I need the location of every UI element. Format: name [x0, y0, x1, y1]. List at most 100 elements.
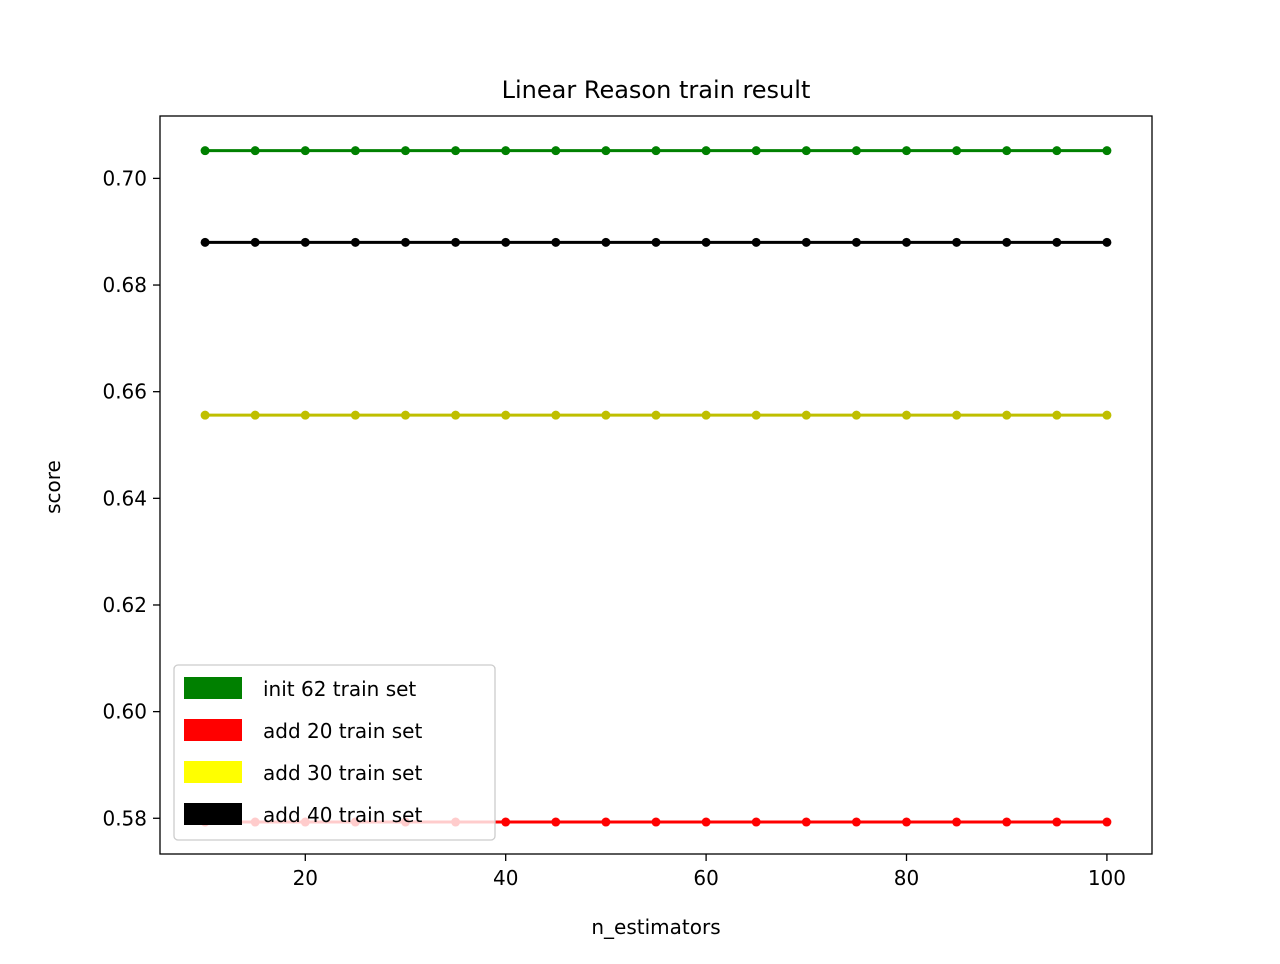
data-point: [1002, 237, 1012, 247]
data-point: [200, 410, 210, 420]
data-point: [350, 410, 360, 420]
y-tick-label: 0.64: [102, 486, 147, 510]
x-tick-label: 20: [293, 866, 318, 890]
data-point: [551, 817, 561, 827]
data-point: [902, 237, 912, 247]
legend-box: [173, 664, 496, 841]
x-tick-label: 80: [894, 866, 919, 890]
x-tick-label: 60: [693, 866, 718, 890]
legend-label: add 40 train set: [263, 803, 422, 827]
data-point: [701, 817, 711, 827]
y-tick-label: 0.58: [102, 806, 147, 830]
chart-title: Linear Reason train result: [502, 76, 811, 104]
data-point: [851, 237, 861, 247]
data-point: [601, 237, 611, 247]
data-point: [851, 146, 861, 156]
data-point: [801, 817, 811, 827]
data-point: [1052, 410, 1062, 420]
data-point: [451, 146, 461, 156]
data-point: [902, 410, 912, 420]
x-tick-label: 40: [493, 866, 518, 890]
data-point: [501, 237, 511, 247]
data-point: [451, 410, 461, 420]
y-tick-label: 0.68: [102, 273, 147, 297]
legend-label: add 20 train set: [263, 719, 422, 743]
y-tick-label: 0.70: [102, 166, 147, 190]
data-point: [801, 146, 811, 156]
legend-swatch: [184, 803, 242, 825]
data-point: [851, 410, 861, 420]
data-point: [400, 410, 410, 420]
data-point: [200, 146, 210, 156]
data-point: [701, 410, 711, 420]
data-point: [751, 817, 761, 827]
data-point: [952, 817, 962, 827]
y-tick-label: 0.62: [102, 593, 147, 617]
legend-label: add 30 train set: [263, 761, 422, 785]
data-point: [952, 237, 962, 247]
data-point: [250, 410, 260, 420]
data-point: [551, 410, 561, 420]
data-point: [902, 817, 912, 827]
data-point: [601, 146, 611, 156]
y-tick-label: 0.60: [102, 700, 147, 724]
data-point: [651, 817, 661, 827]
data-point: [200, 237, 210, 247]
data-point: [1102, 146, 1112, 156]
data-point: [1002, 146, 1012, 156]
data-point: [501, 817, 511, 827]
data-point: [1052, 237, 1062, 247]
data-point: [851, 817, 861, 827]
legend-entries: init 62 train set add 20 train set add 30 …: [184, 677, 422, 827]
data-point: [801, 410, 811, 420]
data-point: [801, 237, 811, 247]
series-2: [200, 410, 1112, 420]
y-tick-label: 0.66: [102, 380, 147, 404]
data-point: [300, 146, 310, 156]
plot-frame: [159, 115, 1153, 855]
data-point: [601, 410, 611, 420]
data-point: [451, 237, 461, 247]
data-point: [1052, 817, 1062, 827]
data-point: [701, 237, 711, 247]
data-point: [651, 410, 661, 420]
data-point: [250, 146, 260, 156]
data-point: [1052, 146, 1062, 156]
data-point: [751, 410, 761, 420]
series-0: [200, 146, 1112, 156]
data-point: [601, 817, 611, 827]
x-axis-label: n_estimators: [591, 915, 720, 939]
legend-swatch: [184, 677, 242, 699]
legend-label: init 62 train set: [263, 677, 416, 701]
data-point: [952, 146, 962, 156]
data-point: [300, 237, 310, 247]
data-point: [551, 237, 561, 247]
data-point: [1102, 237, 1112, 247]
legend: init 62 train set add 20 train set add 30 …: [173, 664, 496, 841]
data-point: [250, 237, 260, 247]
data-point: [701, 146, 711, 156]
data-point: [350, 237, 360, 247]
legend-swatch: [184, 761, 242, 783]
data-point: [1002, 410, 1012, 420]
data-point: [902, 146, 912, 156]
x-axis-ticks: 20 40 60 80 100: [293, 854, 1126, 890]
y-axis-ticks: 0.58 0.60 0.62 0.64 0.66 0.68 0.70: [102, 166, 160, 830]
data-point: [501, 146, 511, 156]
data-point: [651, 237, 661, 247]
data-point: [551, 146, 561, 156]
data-point: [952, 410, 962, 420]
data-point: [1002, 817, 1012, 827]
data-point: [300, 410, 310, 420]
data-point: [1102, 817, 1112, 827]
legend-swatch: [184, 719, 242, 741]
data-point: [350, 146, 360, 156]
data-point: [751, 237, 761, 247]
data-point: [651, 146, 661, 156]
data-point: [400, 146, 410, 156]
data-point: [751, 146, 761, 156]
data-point: [400, 237, 410, 247]
y-axis-label: score: [41, 460, 65, 514]
